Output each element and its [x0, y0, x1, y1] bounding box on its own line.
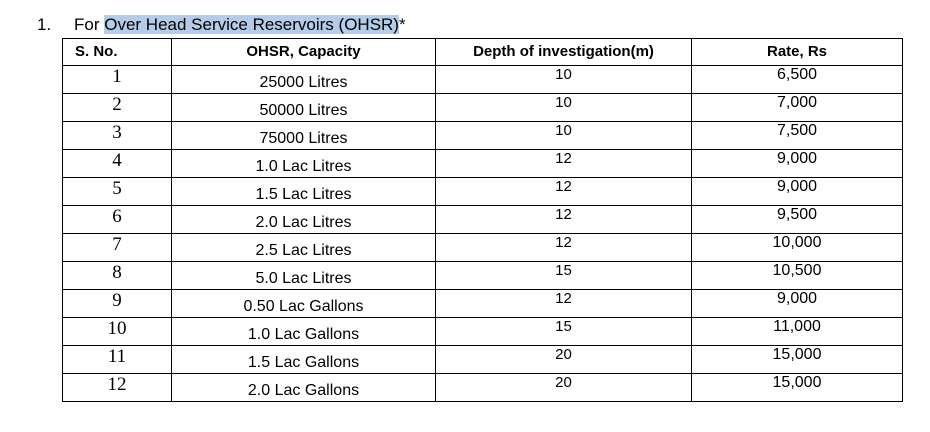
cell-rate: 9,000: [691, 149, 903, 178]
cell-capacity: 75000 Litres: [171, 121, 436, 150]
cell-sno: 5: [62, 177, 172, 206]
cell-sno: 8: [62, 261, 172, 290]
cell-capacity: 5.0 Lac Litres: [171, 261, 436, 290]
cell-capacity: 50000 Litres: [171, 93, 436, 122]
table-row: 11 1.5 Lac Gallons 20 15,000: [62, 345, 903, 374]
cell-sno: 9: [62, 289, 172, 318]
cell-depth: 10: [435, 121, 692, 150]
table-row: 10 1.0 Lac Gallons 15 11,000: [62, 317, 903, 346]
cell-depth: 20: [435, 345, 692, 374]
cell-rate: 9,000: [691, 177, 903, 206]
cell-depth: 10: [435, 93, 692, 122]
cell-capacity: 1.5 Lac Gallons: [171, 345, 436, 374]
cell-depth: 12: [435, 233, 692, 262]
table-row: 5 1.5 Lac Litres 12 9,000: [62, 177, 903, 206]
header-sno: S. No.: [62, 38, 172, 66]
table-row: 3 75000 Litres 10 7,500: [62, 121, 903, 150]
heading-highlighted-text[interactable]: Over Head Service Reservoirs (OHSR): [104, 15, 399, 34]
cell-capacity: 2.5 Lac Litres: [171, 233, 436, 262]
cell-sno: 4: [62, 149, 172, 178]
cell-capacity: 1.0 Lac Gallons: [171, 317, 436, 346]
cell-capacity: 1.5 Lac Litres: [171, 177, 436, 206]
table-row: 1 25000 Litres 10 6,500: [62, 65, 903, 94]
table-row: 6 2.0 Lac Litres 12 9,500: [62, 205, 903, 234]
cell-rate: 6,500: [691, 65, 903, 94]
cell-depth: 12: [435, 205, 692, 234]
heading-asterisk: *: [398, 15, 406, 34]
cell-sno: 11: [62, 345, 172, 374]
cell-sno: 3: [62, 121, 172, 150]
cell-sno: 6: [62, 205, 172, 234]
cell-rate: 11,000: [691, 317, 903, 346]
cell-rate: 10,500: [691, 261, 903, 290]
table-row: 12 2.0 Lac Gallons 20 15,000: [62, 373, 903, 402]
cell-capacity: 0.50 Lac Gallons: [171, 289, 436, 318]
cell-sno: 12: [62, 373, 172, 402]
cell-rate: 15,000: [691, 345, 903, 374]
cell-capacity: 2.0 Lac Gallons: [171, 373, 436, 402]
section-heading: 1. For Over Head Service Reservoirs (OHSR…: [37, 14, 406, 36]
heading-prefix: For: [74, 15, 100, 34]
table-row: 4 1.0 Lac Litres 12 9,000: [62, 149, 903, 178]
cell-sno: 10: [62, 317, 172, 346]
cell-sno: 2: [62, 93, 172, 122]
table-row: 2 50000 Litres 10 7,000: [62, 93, 903, 122]
section-number: 1.: [37, 15, 52, 34]
cell-capacity: 25000 Litres: [171, 65, 436, 94]
table-row: 9 0.50 Lac Gallons 12 9,000: [62, 289, 903, 318]
table-row: 8 5.0 Lac Litres 15 10,500: [62, 261, 903, 290]
header-depth: Depth of investigation(m): [435, 38, 692, 66]
cell-sno: 1: [62, 65, 172, 94]
cell-depth: 12: [435, 289, 692, 318]
cell-sno: 7: [62, 233, 172, 262]
rates-table: S. No. OHSR, Capacity Depth of investiga…: [62, 38, 903, 402]
cell-depth: 20: [435, 373, 692, 402]
cell-capacity: 2.0 Lac Litres: [171, 205, 436, 234]
header-capacity: OHSR, Capacity: [171, 38, 436, 66]
table-row: 7 2.5 Lac Litres 12 10,000: [62, 233, 903, 262]
cell-rate: 7,500: [691, 121, 903, 150]
cell-depth: 12: [435, 177, 692, 206]
cell-rate: 7,000: [691, 93, 903, 122]
cell-depth: 10: [435, 65, 692, 94]
cell-rate: 10,000: [691, 233, 903, 262]
cell-depth: 15: [435, 317, 692, 346]
table-body: 1 25000 Litres 10 6,500 2 50000 Litres 10 7,000…: [62, 65, 903, 402]
cell-rate: 15,000: [691, 373, 903, 402]
cell-capacity: 1.0 Lac Litres: [171, 149, 436, 178]
cell-depth: 12: [435, 149, 692, 178]
cell-rate: 9,000: [691, 289, 903, 318]
header-rate: Rate, Rs: [691, 38, 903, 66]
cell-depth: 15: [435, 261, 692, 290]
table-header-row: S. No. OHSR, Capacity Depth of investiga…: [62, 38, 903, 66]
cell-rate: 9,500: [691, 205, 903, 234]
